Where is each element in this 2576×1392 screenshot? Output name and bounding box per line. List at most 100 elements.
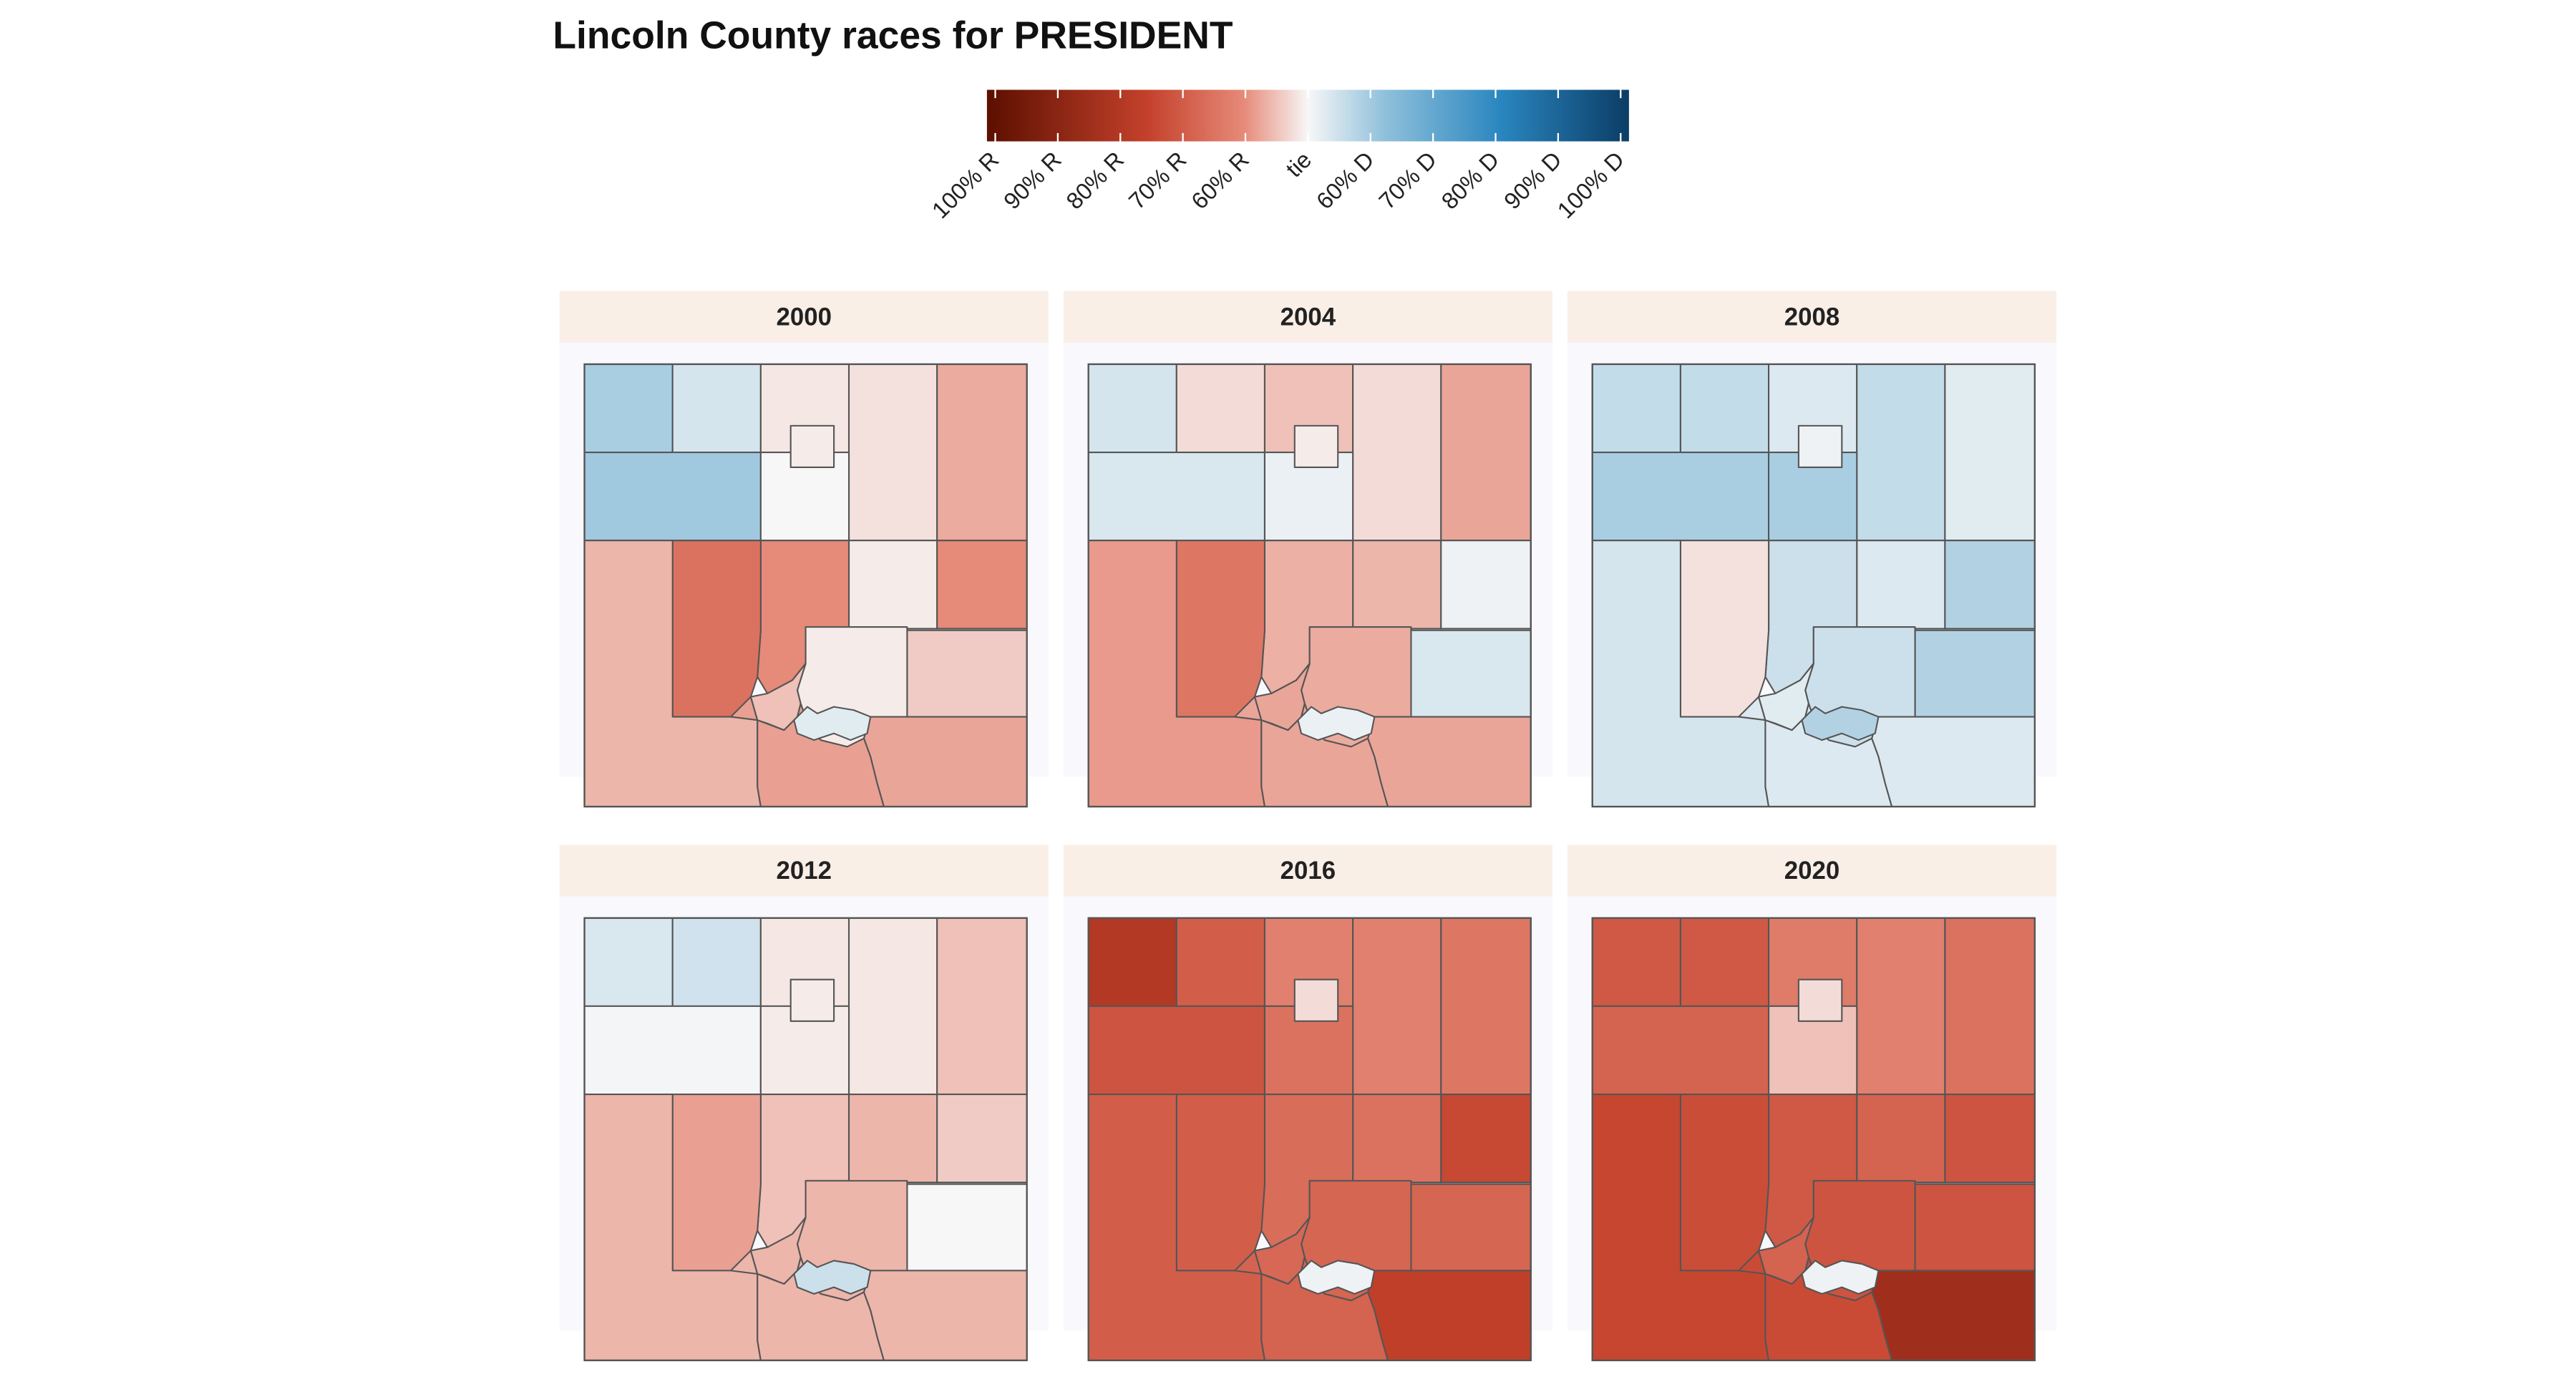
county-region <box>1352 917 1442 1096</box>
panel-strip <box>1063 291 1552 343</box>
county-region <box>671 363 762 454</box>
county-region <box>793 706 872 741</box>
county-region <box>789 978 835 1022</box>
county-region <box>1797 978 1843 1022</box>
panel-map <box>1591 363 2036 808</box>
county-region <box>1175 917 1266 1007</box>
county-region <box>1591 917 1681 1007</box>
county-region <box>583 917 674 1007</box>
county-region <box>671 540 762 718</box>
county-region <box>1914 629 2036 718</box>
county-region <box>1410 1183 1532 1272</box>
panel-strip <box>1567 291 2057 343</box>
county-region <box>1856 540 1946 631</box>
county-region <box>847 917 938 1096</box>
panel-2008: 2008 <box>1567 291 2057 808</box>
county-outline <box>1591 917 2036 1362</box>
county-region <box>1679 1093 1770 1272</box>
figure-title: Lincoln County races for PRESIDENT <box>553 14 1233 57</box>
legend-tick-label: 90% R <box>998 147 1066 214</box>
panel-year-label: 2016 <box>1280 857 1336 885</box>
county-region <box>1591 363 1681 454</box>
county-region <box>936 363 1028 542</box>
panel-map <box>1087 917 1532 1362</box>
legend-tick-label: 60% R <box>1186 147 1253 214</box>
legend-tick-label: 70% D <box>1374 147 1442 214</box>
county-region <box>1352 1093 1442 1185</box>
county-region <box>671 917 762 1007</box>
county-region <box>1175 540 1266 718</box>
county-region <box>847 540 938 631</box>
county-region <box>1366 1270 1532 1361</box>
county-region <box>936 540 1028 630</box>
county-region <box>1871 716 2036 808</box>
panel-2016: 2016 <box>1063 845 1552 1362</box>
county-region <box>1914 1183 2036 1272</box>
county-region <box>1944 1093 2036 1184</box>
county-region <box>862 716 1028 808</box>
county-region <box>847 363 938 542</box>
county-region <box>1797 424 1843 469</box>
county-region <box>1352 540 1442 631</box>
legend-tick-label: 80% D <box>1437 147 1504 214</box>
county-region <box>1175 1093 1266 1272</box>
county-region <box>1856 363 1946 542</box>
facet-panels: 2000 2004 2008 2012 2016 2020 <box>559 291 2057 1362</box>
county-region <box>793 1260 872 1295</box>
county-outline <box>1087 363 1532 808</box>
panel-map <box>583 917 1028 1362</box>
county-region <box>1679 917 1770 1007</box>
panel-strip <box>559 291 1049 343</box>
panel-map <box>1087 363 1532 808</box>
county-region <box>1087 1005 1266 1096</box>
county-region <box>1293 424 1339 469</box>
county-region <box>1293 978 1339 1022</box>
county-region <box>1856 1093 1946 1185</box>
panel-2012: 2012 <box>559 845 1049 1362</box>
panel-year-label: 2000 <box>777 303 832 331</box>
panel-map <box>583 363 1028 808</box>
county-region <box>1679 540 1770 718</box>
county-region <box>906 1183 1028 1272</box>
legend-tick-label: 80% R <box>1061 147 1129 214</box>
county-outline <box>583 917 1028 1362</box>
legend-tick-marks <box>994 89 1622 142</box>
legend-colorbar <box>986 89 1629 142</box>
county-region <box>1087 452 1266 542</box>
panel-year-label: 2020 <box>1784 857 1840 885</box>
county-region <box>1297 706 1376 741</box>
county-region <box>1944 363 2036 542</box>
county-region <box>1871 1270 2036 1361</box>
county-region <box>906 629 1028 718</box>
panel-year-label: 2008 <box>1784 303 1840 331</box>
county-region <box>583 363 674 454</box>
county-region <box>583 1005 762 1096</box>
legend-tick-label: 100% R <box>927 147 1003 223</box>
panel-strip <box>559 845 1049 897</box>
county-region <box>1856 917 1946 1096</box>
county-region <box>583 452 762 542</box>
county-outline <box>1591 363 2036 808</box>
county-region <box>1352 363 1442 542</box>
panel-year-label: 2004 <box>1280 303 1336 331</box>
panel-2020: 2020 <box>1567 845 2057 1362</box>
county-region <box>1087 917 1177 1007</box>
panel-strip <box>1063 845 1552 897</box>
county-region <box>671 1093 762 1272</box>
county-region <box>1944 540 2036 630</box>
panel-year-label: 2012 <box>777 857 832 885</box>
county-region <box>1591 1005 1770 1096</box>
panel-2000: 2000 <box>559 291 1049 808</box>
county-region <box>1440 363 1532 542</box>
county-region <box>1297 1260 1376 1295</box>
county-region <box>1679 363 1770 454</box>
county-outline <box>583 363 1028 808</box>
county-region <box>1087 363 1177 454</box>
county-region <box>1366 716 1532 808</box>
county-region <box>1801 1260 1880 1295</box>
county-region <box>789 424 835 469</box>
county-region <box>1410 629 1532 718</box>
